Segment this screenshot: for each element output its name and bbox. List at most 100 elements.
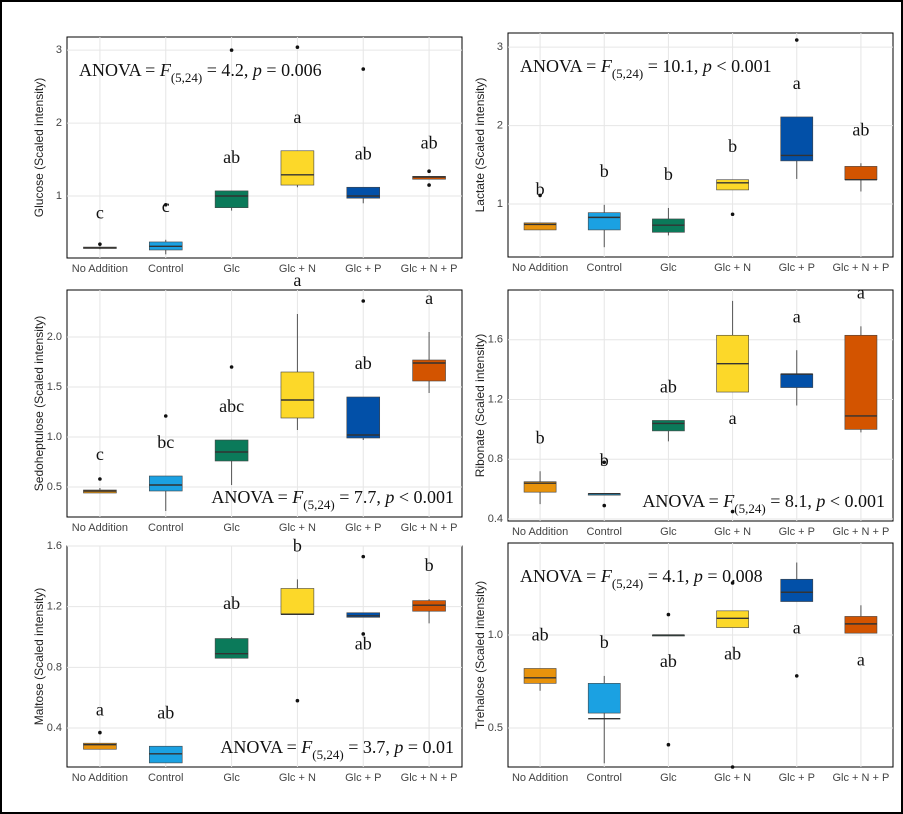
- x-tick-label: Glc + N + P: [832, 772, 889, 784]
- y-tick-label: 0.4: [488, 513, 503, 525]
- x-tick-label: Glc + N: [714, 262, 751, 274]
- anova-part: ANOVA =: [642, 491, 723, 511]
- box: [412, 176, 446, 180]
- significance-letter: a: [793, 306, 801, 326]
- significance-letter: c: [96, 202, 104, 222]
- y-tick-label: 1.5: [47, 381, 62, 393]
- plot-frame: [66, 289, 463, 518]
- anova-part: (5,24): [312, 747, 343, 762]
- plot-frame: [66, 36, 463, 259]
- anova-part: p: [692, 566, 703, 586]
- y-tick-label: 1.2: [47, 601, 62, 613]
- significance-letter: ab: [660, 377, 677, 397]
- significance-letter: ab: [660, 651, 677, 671]
- box: [214, 439, 249, 462]
- box: [652, 420, 685, 432]
- y-tick-label: 1.0: [488, 629, 503, 641]
- x-tick-label: Glc: [660, 262, 677, 274]
- x-tick-label: Glc + P: [345, 772, 381, 784]
- anova-part: F: [291, 487, 304, 507]
- outlier: [361, 299, 366, 303]
- y-tick-label: 0.8: [488, 453, 503, 465]
- anova-text: ANOVA = F(5,24) = 10.1, p < 0.001: [520, 56, 772, 81]
- plot-frame: [507, 542, 894, 768]
- significance-letter: c: [96, 444, 104, 464]
- significance-letter: ab: [355, 633, 372, 653]
- significance-letter: c: [162, 196, 170, 216]
- y-axis-label: Lactate (Scaled intensity): [473, 78, 487, 213]
- outlier: [538, 193, 542, 198]
- outlier: [730, 581, 735, 585]
- outlier: [794, 674, 799, 678]
- box: [716, 610, 749, 628]
- plot-frame: [66, 545, 463, 768]
- box: [83, 742, 117, 750]
- anova-part: ANOVA =: [211, 487, 292, 507]
- anova-part: = 4.2,: [202, 60, 253, 80]
- box: [280, 588, 315, 615]
- anova-part: = 4.1,: [643, 566, 694, 586]
- box: [844, 616, 878, 634]
- anova-part: (5,24): [303, 497, 334, 512]
- outlier: [361, 632, 366, 636]
- y-axis-label: Sedoheptulose (Scaled intensity): [32, 316, 46, 491]
- outlier: [794, 38, 799, 42]
- box: [780, 578, 814, 602]
- significance-letter: b: [600, 450, 609, 470]
- significance-letter: b: [600, 161, 609, 181]
- outlier: [163, 202, 168, 207]
- outlier: [229, 365, 234, 369]
- significance-letter: a: [857, 282, 865, 302]
- significance-letter: b: [664, 164, 673, 184]
- outlier: [730, 509, 735, 514]
- anova-part: F: [722, 491, 735, 511]
- box: [844, 166, 878, 181]
- box: [587, 212, 621, 231]
- box: [412, 359, 446, 382]
- x-tick-label: Glc + N + P: [832, 262, 889, 274]
- significance-letter: b: [425, 555, 434, 575]
- box: [280, 150, 315, 186]
- box: [214, 638, 249, 659]
- outlier: [427, 183, 431, 187]
- anova-part: p: [392, 737, 403, 757]
- anova-part: = 0.006: [262, 60, 322, 80]
- significance-letter: ab: [157, 702, 174, 722]
- x-tick-label: Glc: [223, 263, 240, 275]
- anova-part: F: [600, 56, 613, 76]
- y-axis-label: Ribonate (Scaled intensity): [473, 334, 487, 477]
- anova-part: < 0.001: [712, 56, 772, 76]
- outlier: [295, 45, 300, 50]
- box: [523, 481, 557, 493]
- plot-frame: [507, 32, 894, 258]
- outlier: [602, 460, 607, 465]
- significance-letter: b: [600, 632, 609, 652]
- outlier: [163, 414, 168, 418]
- significance-letter: a: [793, 73, 801, 93]
- x-tick-label: Glc: [223, 522, 240, 534]
- anova-part: p: [814, 491, 825, 511]
- significance-letter: a: [857, 649, 865, 669]
- outlier: [666, 742, 671, 747]
- y-tick-label: 1: [56, 190, 62, 202]
- x-tick-label: No Addition: [512, 262, 568, 274]
- significance-letter: a: [293, 270, 301, 290]
- significance-letter: a: [425, 288, 433, 308]
- y-axis-label: Trehalose (Scaled intensity): [473, 581, 487, 729]
- x-tick-label: Control: [587, 526, 622, 538]
- box: [148, 475, 183, 492]
- significance-letter: a: [96, 699, 104, 719]
- outlier: [98, 477, 102, 481]
- y-tick-label: 1: [497, 198, 503, 210]
- anova-text: ANOVA = F(5,24) = 4.2, p = 0.006: [79, 60, 322, 85]
- x-tick-label: Control: [148, 772, 183, 784]
- x-tick-label: Glc + N: [279, 263, 316, 275]
- x-tick-label: Glc: [660, 772, 677, 784]
- x-tick-label: Glc + N: [714, 772, 751, 784]
- anova-part: ANOVA =: [520, 56, 601, 76]
- x-tick-label: Control: [587, 772, 622, 784]
- y-tick-label: 0.8: [47, 661, 62, 673]
- x-tick-label: Glc + P: [779, 526, 815, 538]
- anova-part: < 0.001: [394, 487, 454, 507]
